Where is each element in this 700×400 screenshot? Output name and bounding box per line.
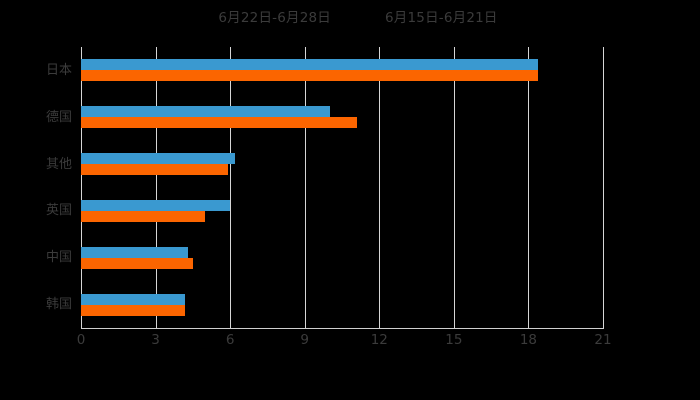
gridline-x-6	[230, 47, 232, 328]
legend-item-series-1[interactable]: 6月15日-6月21日	[369, 12, 498, 26]
gridline-x-0	[81, 47, 82, 328]
bar-group-2	[81, 153, 603, 176]
legend-item-series-0[interactable]: 6月22日-6月28日	[202, 12, 331, 26]
bar-group-4	[81, 246, 603, 269]
y-axis-label-2: 其他	[45, 156, 72, 172]
bar[interactable]	[81, 106, 330, 118]
bar-group-3	[81, 199, 603, 222]
plot-area	[81, 47, 604, 328]
y-axis-label-0: 日本	[45, 62, 72, 78]
bar[interactable]	[81, 257, 193, 269]
x-tick-label-12: 12	[370, 332, 388, 348]
y-axis-label-3: 英国	[45, 203, 72, 219]
x-tick-label-9: 9	[300, 332, 309, 348]
bar[interactable]	[81, 304, 186, 316]
bar-group-1	[81, 106, 603, 129]
x-tick-label-6: 6	[225, 332, 235, 348]
bar[interactable]	[81, 153, 236, 165]
bar[interactable]	[81, 164, 228, 176]
y-axis-label-5: 韩国	[45, 297, 72, 313]
bar[interactable]	[81, 246, 188, 258]
bar[interactable]	[81, 199, 231, 211]
y-axis-label-4: 中国	[45, 250, 72, 266]
gridline-x-12	[379, 47, 381, 328]
chart-legend: 6月22日-6月28日 6月15日-6月21日	[0, 8, 700, 30]
gridline-x-21	[603, 47, 604, 328]
bar[interactable]	[81, 210, 206, 222]
legend-marker-square-icon	[369, 15, 378, 24]
x-tick-label-0: 0	[76, 332, 86, 348]
gridline-x-9	[304, 47, 306, 328]
legend-marker-circle-icon	[202, 15, 211, 24]
x-axis-tick-labels: 0 3 6 9 12 15 18 21	[0, 332, 700, 354]
gridline-x-3	[155, 47, 157, 328]
bar[interactable]	[81, 70, 539, 82]
gridline-x-18	[528, 47, 530, 328]
x-tick-label-18: 18	[519, 332, 538, 348]
y-axis-category-labels: 日本德国其他英国中国韩国	[0, 47, 72, 328]
bar[interactable]	[81, 117, 357, 129]
x-tick-label-15: 15	[445, 332, 463, 348]
bar-group-0	[81, 59, 603, 82]
x-tick-label-3: 3	[151, 332, 160, 348]
gridline-x-15	[453, 47, 455, 328]
x-axis-line	[81, 328, 604, 329]
bar[interactable]	[81, 59, 539, 71]
legend-label-series-1: 6月15日-6月21日	[385, 10, 498, 27]
bar-group-5	[81, 293, 603, 316]
bar[interactable]	[81, 293, 186, 305]
legend-label-series-0: 6月22日-6月28日	[218, 10, 331, 27]
y-axis-label-1: 德国	[45, 109, 72, 125]
x-tick-label-21: 21	[594, 332, 612, 348]
